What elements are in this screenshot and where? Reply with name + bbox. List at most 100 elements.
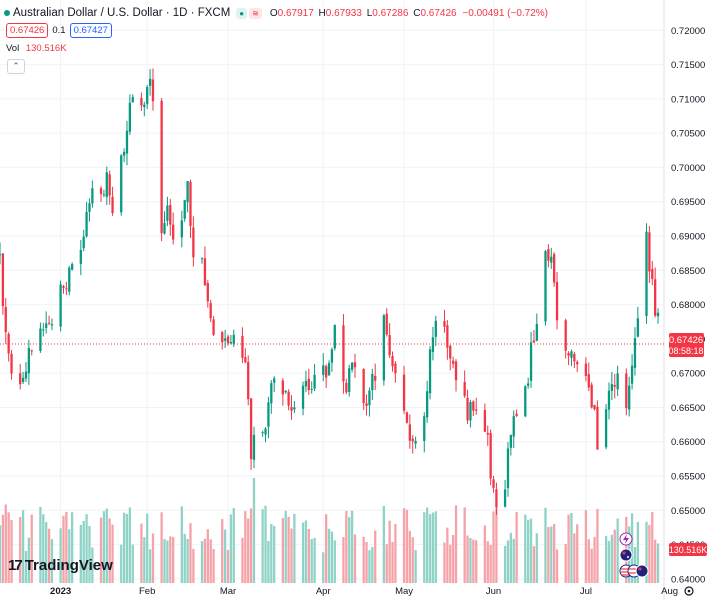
volume-bar [423,512,426,583]
volume-bar [21,510,25,583]
volume-bar [428,514,432,583]
candle-body [209,303,212,319]
volume-bar [564,543,567,583]
volume-bar [223,529,227,583]
au-flag-event-icon-2[interactable] [635,564,649,578]
volume-bar [10,520,13,583]
candle-body [160,100,163,234]
volume-bar [226,550,230,583]
candle-body [365,403,368,406]
candle-body [131,97,134,103]
candle-body [345,382,348,393]
candle-body [625,373,628,409]
volume-bar [151,533,155,583]
volume-bar [62,515,65,583]
candle-body [122,151,126,156]
volume-bar [576,524,579,583]
volume-bar [616,518,619,583]
market-status-icon [4,10,10,16]
trade-panel: 0.67426 0.1 0.67427 [6,23,112,38]
volume-bar [249,508,253,583]
candle-body [232,334,235,344]
candle-body [169,204,172,225]
volume-bar [45,522,48,583]
change-value: −0.00491 (−0.72%) [462,7,549,19]
volume-bar [252,478,256,583]
dot-menu-icon[interactable]: ● [236,7,248,19]
candle-body [535,324,538,341]
volume-bar [68,529,71,583]
volume-bar [645,521,648,583]
volume-bar [27,537,31,583]
volume-bar [463,507,466,583]
candle-body [362,369,365,404]
volume-bar [0,525,2,583]
price-axis[interactable]: 0.72000 0.71500 0.71000 0.70500 0.70000 0.695… [671,26,705,586]
candle-body [382,315,386,381]
candle-body [596,406,599,450]
candle-body [322,365,325,375]
candle-body [192,227,195,258]
y-tick-label: 0.70500 [671,129,705,140]
volume-bar [382,505,386,583]
candle-body [310,388,313,390]
y-tick-label: 0.71000 [671,94,705,105]
y-tick-label: 0.72000 [671,26,705,37]
candle-body [91,188,94,204]
candle-body [30,350,33,352]
volume-bar [304,520,308,583]
candle-body [475,409,478,411]
volume-bar [50,539,54,583]
volume-bar [492,511,495,583]
sell-button[interactable]: 0.67426 [6,23,49,38]
volume-bar [342,537,345,583]
volume-bar [232,507,235,583]
volume-bar [4,504,7,583]
volume-bar [324,514,328,583]
volume-bar [287,516,290,583]
candle-body [495,489,498,508]
candle-body [42,329,45,331]
volume-bar [584,510,588,583]
candle-body [489,432,492,479]
candle-body [466,397,469,421]
volume-bar [651,512,654,583]
volume-bar [486,541,489,583]
candle-body [102,194,106,196]
candle-body [148,78,152,86]
candle-body [342,325,345,382]
volume-bar [166,540,169,583]
candle-body [223,338,227,341]
au-flag-event-icon[interactable] [619,548,633,562]
candlestick-series [0,68,660,515]
candle-body [451,360,455,364]
candle-body [385,313,388,335]
collapse-legend-button[interactable]: ⌃ [7,59,25,74]
buy-button[interactable]: 0.67427 [69,23,112,38]
volume-bar [607,540,611,583]
time-axis[interactable]: 2023 Feb Mar Apr May Jun Jul Aug [50,586,678,597]
volume-bar [469,538,472,583]
volume-bar [535,533,538,583]
volume-bar [547,527,550,583]
lines-menu-icon[interactable]: ≋ [249,7,262,19]
candle-body [371,373,374,391]
volume-bar [654,539,657,583]
volume-bar [99,517,103,583]
volume-bar [327,528,331,583]
volume-bar [140,523,143,583]
candle-body [544,251,547,322]
lightning-icon[interactable] [619,532,633,546]
symbol-title[interactable]: Australian Dollar / U.S. Dollar · 1D · F… [13,7,231,19]
candle-body [68,267,71,292]
candle-body [431,337,435,353]
candle-body [45,323,48,328]
volume-bar [555,549,559,583]
volume-bar [264,505,267,583]
volume-bar [206,529,209,583]
volume-bar [426,507,429,583]
candle-body [483,410,487,432]
candle-body [414,440,417,444]
gear-icon[interactable] [684,586,694,596]
